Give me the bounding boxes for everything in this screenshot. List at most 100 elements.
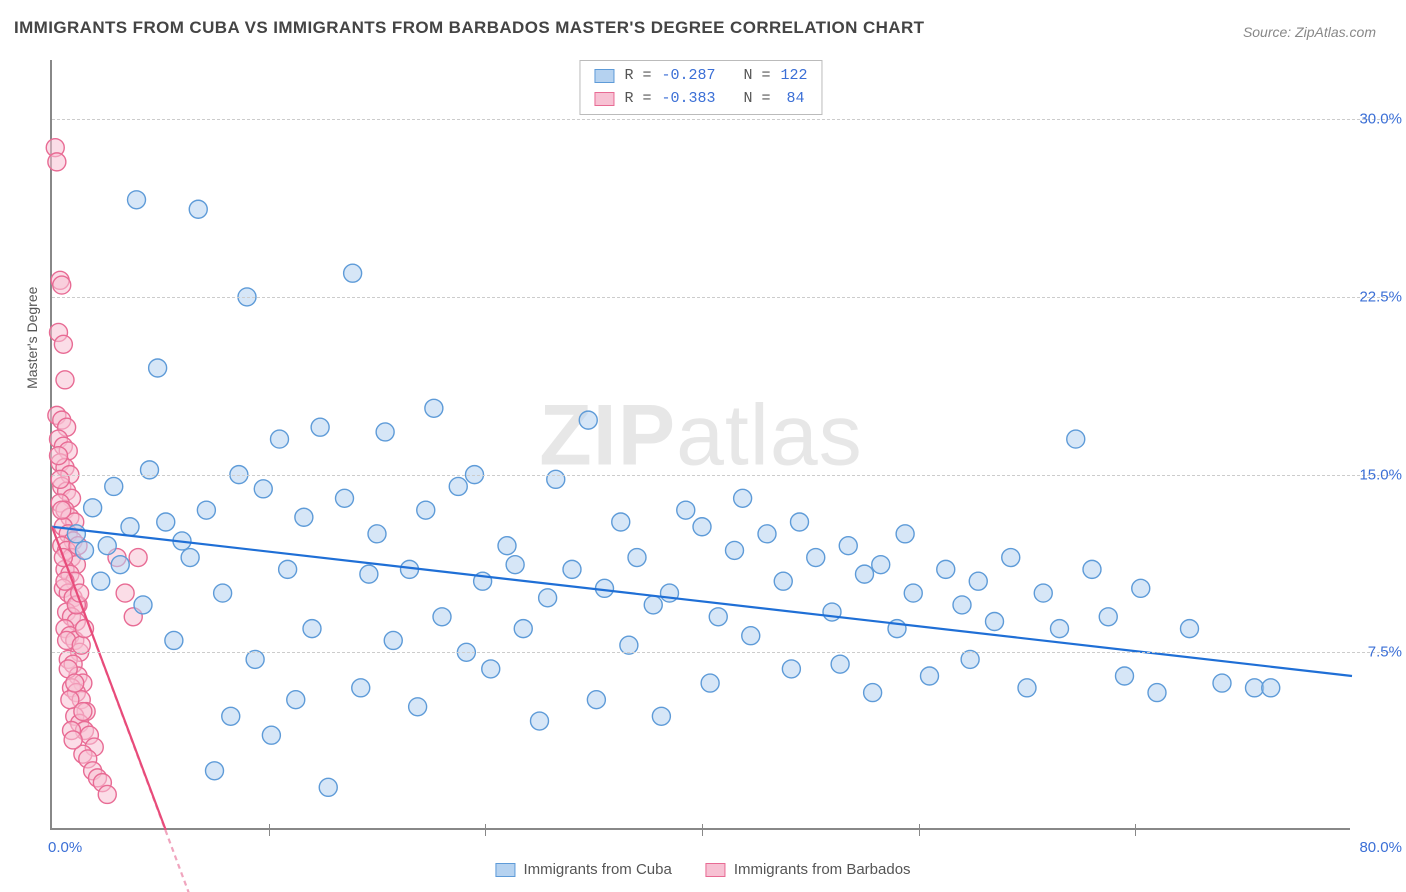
swatch-barbados-icon: [706, 863, 726, 877]
data-point: [368, 525, 386, 543]
data-point: [1083, 560, 1101, 578]
data-point: [742, 627, 760, 645]
x-tick-mark: [1135, 824, 1136, 836]
data-point: [807, 549, 825, 567]
data-point: [1132, 579, 1150, 597]
x-tick-mark: [269, 824, 270, 836]
data-point: [64, 731, 82, 749]
data-point: [67, 525, 85, 543]
data-point: [986, 613, 1004, 631]
data-point: [628, 549, 646, 567]
data-point: [50, 447, 68, 465]
plot-area: ZIPatlas R = -0.287 N = 122 R = -0.383 N…: [50, 60, 1350, 830]
data-point: [262, 726, 280, 744]
data-point: [149, 359, 167, 377]
y-tick-label: 30.0%: [1359, 111, 1402, 128]
data-point: [839, 537, 857, 555]
data-point: [1116, 667, 1134, 685]
data-point: [937, 560, 955, 578]
data-point: [74, 703, 92, 721]
data-point: [417, 501, 435, 519]
source-attribution: Source: ZipAtlas.com: [1243, 24, 1376, 40]
data-point: [498, 537, 516, 555]
data-point: [774, 572, 792, 590]
source-label: Source:: [1243, 24, 1295, 40]
data-point: [311, 418, 329, 436]
y-tick-label: 22.5%: [1359, 288, 1402, 305]
data-point: [547, 470, 565, 488]
y-tick-label: 7.5%: [1368, 644, 1402, 661]
data-point: [449, 477, 467, 495]
data-point: [129, 549, 147, 567]
series-legend: Immigrants from Cuba Immigrants from Bar…: [495, 861, 910, 878]
data-point: [782, 660, 800, 678]
data-point: [1213, 674, 1231, 692]
data-point: [758, 525, 776, 543]
data-point: [181, 549, 199, 567]
legend-item-cuba: Immigrants from Cuba: [495, 861, 671, 878]
r-value-barbados: -0.383: [661, 88, 715, 111]
data-point: [111, 556, 129, 574]
data-point: [344, 264, 362, 282]
data-point: [1018, 679, 1036, 697]
data-point: [116, 584, 134, 602]
data-point: [433, 608, 451, 626]
n-value-cuba: 122: [781, 65, 808, 88]
data-point: [953, 596, 971, 614]
n-label: N =: [744, 88, 771, 111]
data-point: [165, 631, 183, 649]
data-point: [596, 579, 614, 597]
data-point: [425, 399, 443, 417]
legend-row-cuba: R = -0.287 N = 122: [594, 65, 807, 88]
data-point: [921, 667, 939, 685]
gridline-h: [52, 297, 1390, 298]
data-point: [54, 335, 72, 353]
gridline-h: [52, 475, 1390, 476]
data-point: [134, 596, 152, 614]
data-point: [352, 679, 370, 697]
data-point: [1034, 584, 1052, 602]
data-point: [48, 153, 66, 171]
data-point: [896, 525, 914, 543]
data-point: [98, 537, 116, 555]
data-point: [1181, 620, 1199, 638]
data-point: [51, 470, 69, 488]
data-point: [677, 501, 695, 519]
data-point: [1002, 549, 1020, 567]
x-tick-mark: [485, 824, 486, 836]
data-point: [141, 461, 159, 479]
n-value-barbados: 84: [781, 88, 805, 111]
data-point: [482, 660, 500, 678]
x-tick-min: 0.0%: [48, 839, 82, 856]
x-tick-mark: [702, 824, 703, 836]
source-name: ZipAtlas.com: [1295, 24, 1376, 40]
data-point: [53, 501, 71, 519]
data-point: [206, 762, 224, 780]
data-point: [319, 778, 337, 796]
data-point: [287, 691, 305, 709]
data-point: [214, 584, 232, 602]
data-point: [336, 489, 354, 507]
data-point: [56, 371, 74, 389]
data-point: [197, 501, 215, 519]
chart-title: IMMIGRANTS FROM CUBA VS IMMIGRANTS FROM …: [14, 18, 924, 38]
legend-row-barbados: R = -0.383 N = 84: [594, 88, 807, 111]
data-point: [864, 684, 882, 702]
data-point: [1148, 684, 1166, 702]
n-label: N =: [744, 65, 771, 88]
chart-container: IMMIGRANTS FROM CUBA VS IMMIGRANTS FROM …: [0, 0, 1406, 892]
data-point: [1051, 620, 1069, 638]
r-label: R =: [624, 65, 651, 88]
data-point: [222, 707, 240, 725]
data-point: [539, 589, 557, 607]
correlation-legend: R = -0.287 N = 122 R = -0.383 N = 84: [579, 60, 822, 115]
data-point: [303, 620, 321, 638]
data-point: [98, 785, 116, 803]
data-point: [189, 200, 207, 218]
data-point: [105, 477, 123, 495]
data-point: [279, 560, 297, 578]
r-value-cuba: -0.287: [661, 65, 715, 88]
data-point: [856, 565, 874, 583]
swatch-cuba-icon: [495, 863, 515, 877]
data-point: [872, 556, 890, 574]
